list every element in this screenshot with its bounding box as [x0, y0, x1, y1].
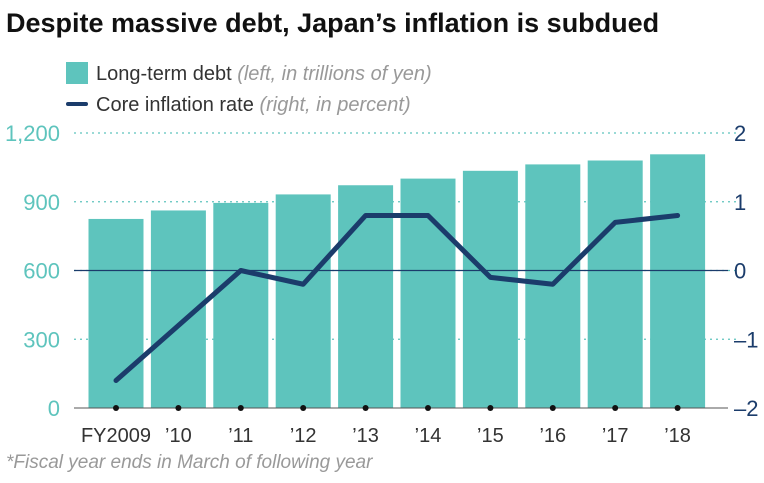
left-axis-tick-label: 900: [23, 190, 60, 215]
chart-title: Despite massive debt, Japan’s inflation …: [6, 8, 660, 38]
right-axis-tick-label: 1: [734, 190, 746, 215]
legend-bar-swatch: [66, 62, 88, 84]
legend-debt-note: (left, in trillions of yen): [237, 63, 432, 85]
right-axis-tick-label: 2: [734, 121, 746, 146]
x-tick-mark: [674, 405, 681, 411]
inflation-point: [302, 283, 305, 286]
legend-item-debt: Long-term debt (left, in trillions of ye…: [66, 62, 432, 86]
debt-bar: [275, 194, 331, 408]
left-axis-tick-label: 1,200: [5, 121, 60, 146]
debt-bar: [650, 154, 706, 408]
x-tick-mark: [549, 405, 556, 411]
left-axis-tick-label: 300: [23, 327, 60, 352]
x-tick-label: ’10: [165, 425, 192, 447]
inflation-point: [115, 379, 117, 382]
x-tick-label: FY2009: [81, 425, 151, 447]
left-axis-tick-label: 600: [23, 259, 60, 284]
x-tick-mark: [487, 405, 494, 411]
debt-bar: [338, 185, 394, 408]
x-tick-label: ’12: [290, 425, 317, 447]
x-tick-label: ’18: [664, 425, 691, 447]
inflation-point: [427, 214, 429, 217]
inflation-point: [614, 221, 617, 224]
x-tick-mark: [612, 405, 619, 411]
right-axis-tick-label: 0: [734, 259, 746, 284]
x-tick-label: ’15: [477, 425, 504, 447]
inflation-point: [239, 269, 242, 272]
inflation-point: [551, 283, 554, 286]
legend-inflation-label: Core inflation rate: [96, 94, 254, 116]
x-tick-mark: [425, 405, 431, 411]
x-tick-mark: [237, 405, 244, 411]
inflation-point: [364, 214, 367, 217]
debt-bar: [88, 218, 144, 408]
right-axis-tick-label: –1: [734, 327, 758, 352]
debt-bar: [587, 160, 643, 408]
chart-plot: FY2009 ’10 ’11 ’12 ’13 ’14 ’15 ’16 ’17 ’18 0 300 600…: [5, 121, 759, 447]
x-tick-mark: [175, 405, 182, 411]
inflation-line: [113, 213, 681, 383]
x-tick-label: ’14: [415, 425, 442, 447]
x-tick-mark: [300, 405, 307, 411]
right-axis-tick-label: –2: [734, 396, 758, 421]
x-tick-mark: [362, 405, 369, 411]
x-tick-mark: [113, 405, 119, 411]
legend-line-swatch: [66, 102, 88, 106]
debt-bar: [462, 170, 518, 408]
x-tick-label: ’11: [228, 425, 253, 447]
inflation-point: [177, 324, 180, 327]
legend-debt-label: Long-term debt: [96, 63, 232, 85]
debt-bar: [213, 202, 269, 408]
x-tick-label: ’16: [539, 425, 566, 447]
left-axis-tick-label: 0: [48, 396, 60, 421]
legend-inflation-note: (right, in percent): [259, 94, 411, 116]
x-tick-label: ’17: [602, 425, 629, 447]
x-tick-label: ’13: [352, 425, 379, 447]
inflation-point: [676, 214, 679, 217]
footnote: *Fiscal year ends in March of following …: [6, 452, 373, 473]
legend-item-inflation: Core inflation rate (right, in percent): [66, 94, 411, 117]
inflation-point: [489, 276, 492, 279]
